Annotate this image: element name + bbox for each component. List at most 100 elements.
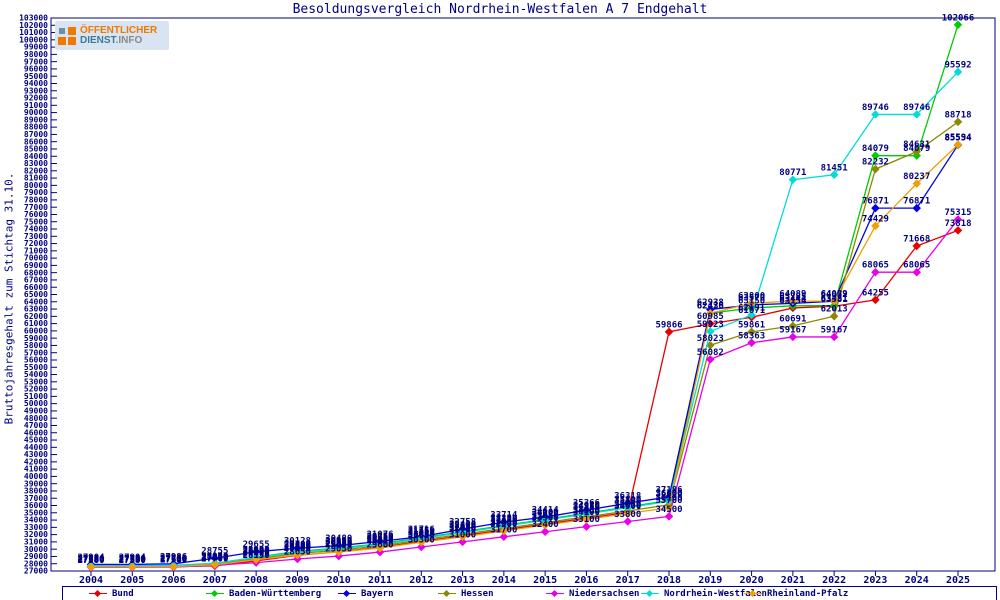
value-label: 29150 xyxy=(284,544,311,554)
y-tick-label: 58000 xyxy=(24,341,48,350)
value-label: 29050 xyxy=(325,545,352,555)
value-label: 27500 xyxy=(119,556,146,566)
x-tick-label: 2010 xyxy=(327,575,351,586)
y-tick-label: 28000 xyxy=(24,559,48,568)
logo-dienst: DIENST xyxy=(80,34,116,46)
y-tick-label: 77000 xyxy=(24,203,48,212)
legend-marker-icon xyxy=(438,589,456,598)
y-tick-label: 93000 xyxy=(24,86,48,95)
data-point-nordrhein-westfalen xyxy=(582,509,591,519)
data-point-rheinland-pfalz xyxy=(664,503,674,512)
data-point-niedersachsen xyxy=(664,512,674,521)
legend-label: Rheinland-Pfalz xyxy=(767,588,849,599)
y-tick-label: 87000 xyxy=(24,130,48,139)
value-label: 32758 xyxy=(449,518,476,528)
logo-squares-icon xyxy=(58,26,76,45)
value-label: 27700 xyxy=(160,554,187,564)
x-tick-label: 2016 xyxy=(574,575,598,586)
y-tick-label: 92000 xyxy=(24,94,48,103)
legend-item-hessen: Hessen xyxy=(438,588,494,599)
y-tick-label: 80000 xyxy=(24,181,48,190)
value-label: 28755 xyxy=(201,547,228,557)
x-tick-label: 2019 xyxy=(698,575,722,586)
x-tick-label: 2005 xyxy=(120,575,144,586)
value-label: 60691 xyxy=(779,314,806,324)
value-label: 34000 xyxy=(532,509,559,519)
value-label: 32500 xyxy=(490,519,517,529)
value-label: 33100 xyxy=(573,515,600,525)
value-label: 30050 xyxy=(325,537,352,547)
logo-text: ÖFFENTLICHER DIENST.INFO xyxy=(80,25,157,46)
x-tick-label: 2020 xyxy=(740,575,764,586)
y-tick-label: 76000 xyxy=(24,210,48,219)
legend-label: Bund xyxy=(112,588,134,599)
x-tick-label: 2011 xyxy=(368,575,392,586)
value-label: 63800 xyxy=(738,292,765,302)
y-tick-label: 67000 xyxy=(24,276,48,285)
value-label: 71668 xyxy=(903,234,930,244)
value-label: 35800 xyxy=(614,495,641,505)
legend-marker-icon xyxy=(89,589,107,598)
x-tick-label: 2015 xyxy=(533,575,557,586)
value-label: 31850 xyxy=(449,524,476,534)
value-label: 64255 xyxy=(862,288,889,298)
value-label: 62013 xyxy=(821,305,848,315)
y-tick-label: 30000 xyxy=(24,545,48,554)
data-point-rheinland-pfalz xyxy=(788,296,798,306)
value-label: 33300 xyxy=(532,514,559,524)
value-label: 33650 xyxy=(532,511,559,521)
data-point-bayern xyxy=(623,498,632,508)
value-label: 27600 xyxy=(160,555,187,565)
y-axis-label: Bruttojahresgehalt zum Stichtag 31.10. xyxy=(2,172,16,425)
value-label: 82232 xyxy=(862,158,889,168)
y-tick-label: 35000 xyxy=(24,508,48,517)
y-tick-label: 70000 xyxy=(24,254,48,263)
value-label: 29600 xyxy=(366,541,393,551)
oeffentlicher-dienst-logo[interactable]: ÖFFENTLICHER DIENST.INFO xyxy=(55,21,169,50)
logo-square-icon xyxy=(68,36,76,45)
value-label: 28150 xyxy=(243,551,270,561)
chart-legend: Bund Baden-Württemberg Bayern Hessen Nieders… xyxy=(62,586,997,600)
value-label: 85554 xyxy=(944,133,972,143)
value-label: 59923 xyxy=(697,320,724,330)
data-point-niedersachsen xyxy=(499,532,509,542)
value-label: 59866 xyxy=(655,320,682,330)
value-label: 63481 xyxy=(821,294,848,304)
data-point-hessen xyxy=(788,321,798,331)
y-tick-label: 63000 xyxy=(24,305,48,314)
value-label: 88718 xyxy=(944,110,971,120)
plot-frame xyxy=(50,17,996,572)
x-tick-label: 2014 xyxy=(492,575,516,586)
legend-label: Baden-Württemberg xyxy=(229,588,322,599)
value-label: 28060 xyxy=(201,552,228,562)
data-point-rheinland-pfalz xyxy=(417,538,426,547)
legend-marker-icon xyxy=(206,589,224,598)
y-tick-label: 91000 xyxy=(24,101,48,110)
series-nordrhein-westfalen xyxy=(86,67,963,571)
data-point-niedersachsen xyxy=(788,332,798,342)
series-line-hessen xyxy=(91,121,959,567)
y-tick-label: 94000 xyxy=(24,79,48,88)
value-label: 31050 xyxy=(408,530,435,540)
value-label: 63381 xyxy=(821,295,848,305)
data-point-bund xyxy=(871,295,880,305)
value-label: 28550 xyxy=(243,548,270,558)
value-label: 27580 xyxy=(119,555,146,565)
value-label: 33450 xyxy=(532,513,559,523)
value-label: 29655 xyxy=(243,540,270,550)
legend-dot xyxy=(442,589,451,598)
value-label: 31450 xyxy=(408,527,435,537)
logo-line2: DIENST.INFO xyxy=(80,34,157,46)
y-tick-label: 29000 xyxy=(24,552,48,561)
value-label: 27500 xyxy=(77,556,104,566)
data-point-nordrhein-westfalen xyxy=(747,310,756,320)
y-tick-label: 89000 xyxy=(24,115,48,124)
value-label: 29400 xyxy=(284,542,311,552)
value-label: 27986 xyxy=(160,552,187,562)
x-tick-label: 2017 xyxy=(616,575,640,586)
data-point-nordrhein-westfalen xyxy=(540,515,550,525)
y-tick-label: 31000 xyxy=(24,537,48,546)
y-tick-label: 96000 xyxy=(24,65,48,74)
legend-marker-icon xyxy=(744,589,762,598)
